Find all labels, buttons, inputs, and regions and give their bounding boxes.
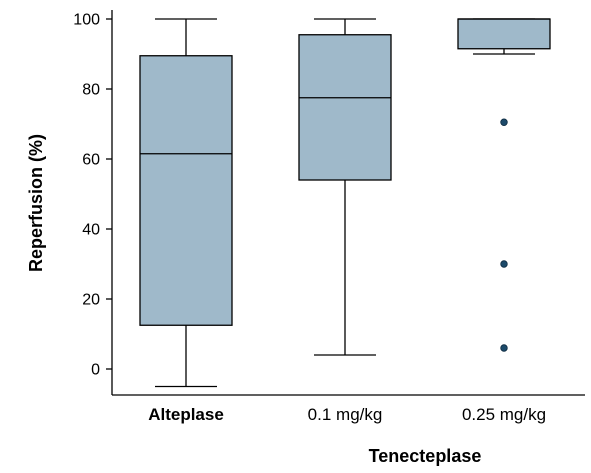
y-tick-label: 20 <box>82 292 100 309</box>
box-2 <box>457 18 551 352</box>
y-tick-label: 0 <box>91 362 100 379</box>
labels: Alteplase 0.1 mg/kg 0.25 mg/kg <box>148 405 546 424</box>
outlier-point <box>500 260 508 268</box>
boxes <box>139 18 551 388</box>
category-label: 0.25 mg/kg <box>462 405 546 424</box>
box-0 <box>139 18 233 388</box>
outlier-point <box>500 118 508 126</box>
category-label: Alteplase <box>148 405 224 424</box>
iqr-box <box>298 34 392 181</box>
y-tick-label: 60 <box>82 152 100 169</box>
axes: 0 20 40 60 80 100 <box>73 10 585 396</box>
iqr-box <box>139 55 233 326</box>
x-axis-title: Tenecteplase <box>369 446 482 466</box>
outlier-point <box>500 344 508 352</box>
box-1 <box>298 18 392 356</box>
iqr-box <box>457 18 551 50</box>
y-tick-label: 80 <box>82 82 100 99</box>
y-tick-label: 100 <box>73 12 100 29</box>
category-label: 0.1 mg/kg <box>308 405 383 424</box>
y-axis-title: Reperfusion (%) <box>26 134 46 272</box>
y-tick-label: 40 <box>82 222 100 239</box>
